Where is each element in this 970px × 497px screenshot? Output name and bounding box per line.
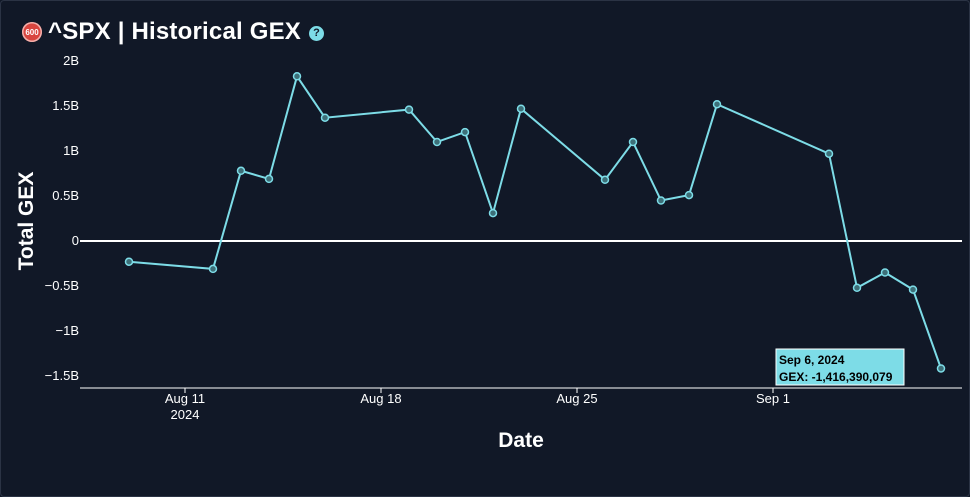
tooltip-value: GEX: -1,416,390,079 [779, 370, 893, 384]
data-point[interactable] [908, 285, 918, 294]
data-point[interactable] [600, 175, 610, 185]
data-point[interactable] [684, 190, 694, 200]
data-point[interactable] [124, 257, 134, 266]
x-tick-label: Aug 18 [360, 391, 401, 406]
data-point[interactable] [432, 137, 442, 147]
help-icon[interactable]: ? [309, 25, 325, 41]
spx-logo-badge: 600 [22, 22, 42, 42]
x-axis-title: Date [498, 429, 544, 452]
tooltip-box [775, 348, 905, 386]
page-title: ^SPX | Historical GEX [48, 18, 302, 45]
x-tick-year-label: 2024 [171, 407, 200, 422]
y-axis-ticks: 2B 1.5B 1B 0.5B 0 −0.5B −1B −1.5B [45, 53, 79, 383]
data-point[interactable] [488, 208, 498, 218]
series-line-total-gex [128, 73, 942, 369]
data-point[interactable] [880, 268, 890, 277]
y-tick-label: −1B [56, 323, 80, 338]
data-point[interactable] [852, 283, 862, 293]
data-point[interactable] [712, 99, 722, 109]
x-tick-label: Aug 11 [165, 391, 205, 406]
data-point[interactable] [208, 264, 218, 274]
chart-header: 600 ^SPX | Historical GEX ? [22, 16, 325, 48]
y-tick-label: 0 [72, 233, 79, 248]
y-tick-label: −1.5B [45, 368, 79, 383]
data-point[interactable] [824, 149, 834, 158]
data-point[interactable] [264, 174, 274, 184]
data-point[interactable] [656, 196, 666, 205]
data-point[interactable] [404, 105, 414, 114]
y-axis-title: Total GEX [15, 172, 38, 271]
data-point[interactable] [516, 104, 526, 113]
data-point[interactable] [936, 364, 946, 373]
data-points [124, 72, 946, 373]
y-tick-label: 2B [63, 53, 79, 68]
y-tick-label: 0.5B [52, 188, 79, 203]
x-tick-label: Aug 25 [556, 391, 597, 406]
hover-tooltip: Sep 6, 2024 GEX: -1,416,390,079 [775, 348, 905, 386]
x-tick-label: Sep 1 [756, 391, 790, 406]
data-point[interactable] [236, 166, 246, 176]
data-point[interactable] [292, 72, 302, 81]
data-point[interactable] [320, 113, 330, 122]
y-tick-label: 1B [63, 143, 79, 158]
tooltip-date: Sep 6, 2024 [779, 353, 845, 367]
data-point[interactable] [460, 127, 470, 137]
data-point[interactable] [628, 137, 638, 147]
y-tick-label: 1.5B [52, 98, 79, 113]
y-tick-label: −0.5B [45, 278, 79, 293]
